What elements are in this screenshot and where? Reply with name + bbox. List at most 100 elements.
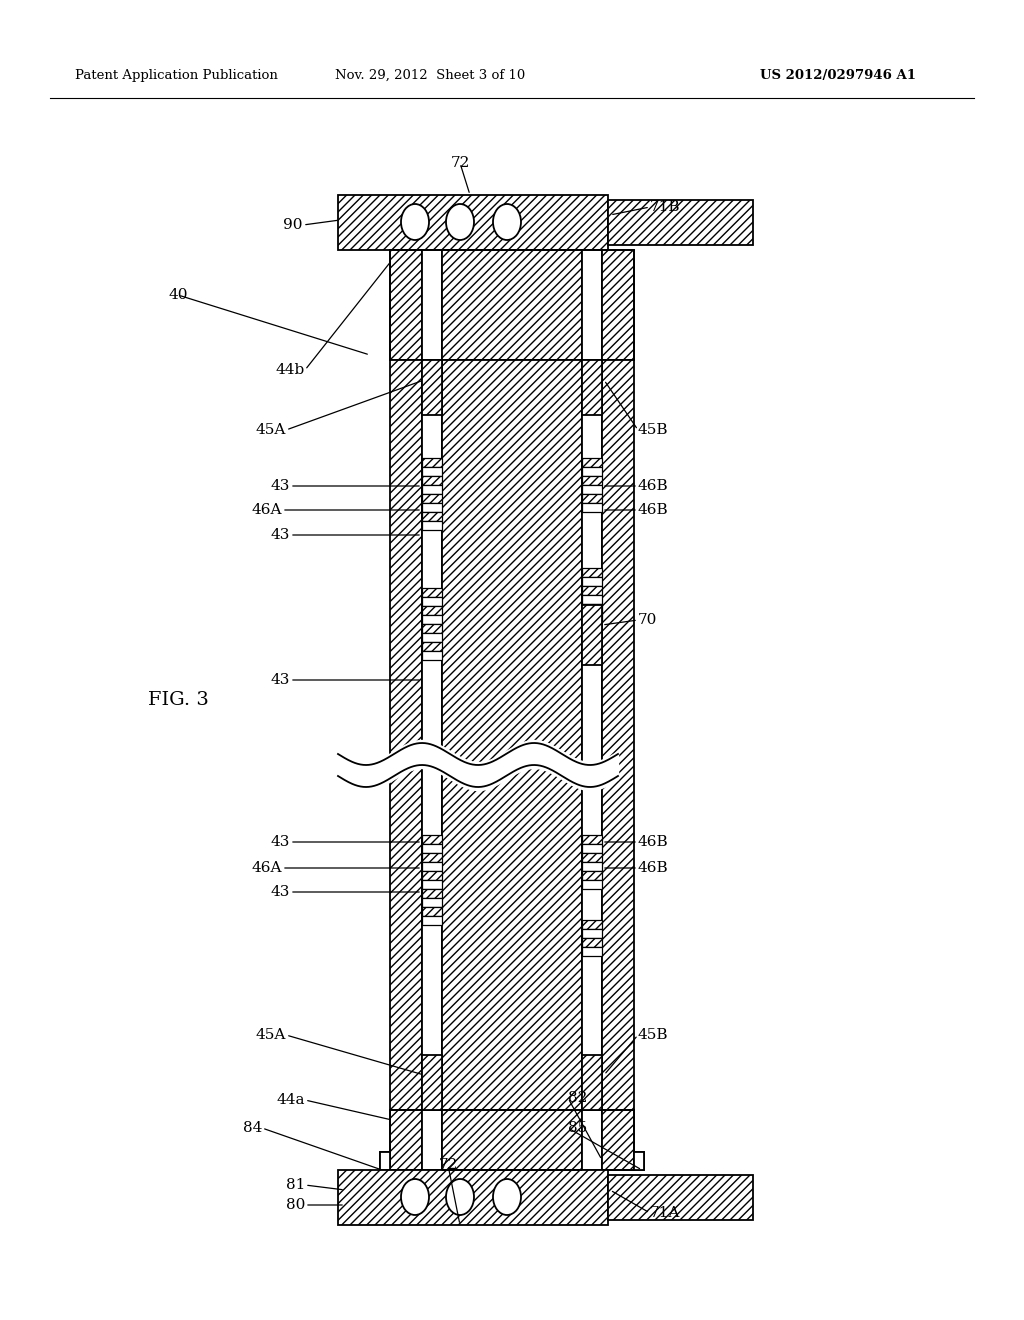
Bar	[422, 360, 442, 414]
Bar	[582, 503, 602, 512]
Text: 46A: 46A	[252, 861, 282, 875]
Bar	[582, 458, 602, 467]
Bar	[582, 360, 602, 414]
Text: 90: 90	[284, 218, 303, 232]
Bar	[582, 939, 602, 946]
Bar	[582, 853, 602, 862]
Text: Patent Application Publication: Patent Application Publication	[75, 69, 278, 82]
Bar	[422, 587, 442, 597]
Bar	[422, 624, 442, 634]
Bar	[422, 916, 442, 925]
Text: 43: 43	[270, 479, 290, 492]
Text: 85: 85	[568, 1121, 587, 1135]
Bar	[582, 605, 602, 612]
Bar	[422, 484, 442, 494]
Bar	[422, 871, 442, 880]
Bar	[422, 898, 442, 907]
Ellipse shape	[493, 205, 521, 240]
Bar	[582, 484, 602, 494]
Bar	[582, 360, 602, 1110]
Bar	[442, 360, 582, 1110]
Ellipse shape	[446, 1179, 474, 1214]
Bar	[422, 494, 442, 503]
Bar	[608, 1175, 753, 1220]
Text: 46B: 46B	[638, 479, 669, 492]
Text: FIG. 3: FIG. 3	[147, 690, 209, 709]
Text: 71B: 71B	[650, 201, 681, 214]
Bar	[582, 605, 602, 665]
Bar	[582, 612, 602, 622]
Text: 40: 40	[168, 288, 187, 302]
Text: 43: 43	[270, 528, 290, 543]
Bar	[422, 1055, 442, 1110]
Bar	[422, 458, 442, 467]
Bar	[422, 615, 442, 624]
Ellipse shape	[446, 205, 474, 240]
Bar	[422, 862, 442, 871]
Bar	[582, 929, 602, 939]
Bar	[422, 606, 442, 615]
Bar	[422, 888, 442, 898]
Text: Nov. 29, 2012  Sheet 3 of 10: Nov. 29, 2012 Sheet 3 of 10	[335, 69, 525, 82]
Text: 82: 82	[568, 1092, 588, 1105]
Text: 43: 43	[270, 884, 290, 899]
Bar	[422, 1110, 442, 1170]
Text: 70: 70	[638, 612, 657, 627]
Bar	[582, 880, 602, 888]
Bar	[582, 467, 602, 477]
Ellipse shape	[401, 205, 429, 240]
Bar	[582, 1110, 602, 1170]
Bar	[422, 597, 442, 606]
Bar	[602, 360, 634, 1110]
Bar	[422, 360, 442, 1110]
Bar	[338, 1170, 608, 1225]
Bar	[422, 503, 442, 512]
Ellipse shape	[493, 1179, 521, 1214]
Bar	[582, 494, 602, 503]
Bar	[390, 1110, 634, 1170]
Bar	[582, 577, 602, 586]
Bar	[582, 1055, 602, 1110]
Bar	[442, 249, 582, 360]
Bar	[422, 477, 442, 484]
Text: US 2012/0297946 A1: US 2012/0297946 A1	[760, 69, 916, 82]
Bar	[582, 836, 602, 843]
Bar	[390, 360, 422, 1110]
Text: 45B: 45B	[638, 1028, 669, 1041]
Text: 81: 81	[286, 1177, 305, 1192]
Bar	[422, 853, 442, 862]
Text: 45A: 45A	[256, 1028, 286, 1041]
Bar	[422, 642, 442, 651]
Bar	[390, 249, 634, 360]
Text: 44b: 44b	[275, 363, 305, 378]
Text: 45A: 45A	[256, 422, 286, 437]
Text: 46B: 46B	[638, 836, 669, 849]
Bar	[422, 249, 442, 360]
Text: 71A: 71A	[650, 1206, 680, 1220]
Text: 43: 43	[270, 673, 290, 686]
Bar	[422, 880, 442, 888]
Bar	[390, 1110, 422, 1170]
Text: 72: 72	[438, 1158, 458, 1172]
Bar	[582, 595, 602, 605]
Bar	[422, 512, 442, 521]
Bar	[582, 871, 602, 880]
Text: 84: 84	[243, 1121, 262, 1135]
Bar	[582, 249, 602, 360]
Bar	[582, 477, 602, 484]
Bar	[422, 651, 442, 660]
Bar	[602, 249, 634, 360]
Bar	[422, 634, 442, 642]
Bar	[380, 1152, 390, 1170]
Ellipse shape	[401, 1179, 429, 1214]
Bar	[582, 862, 602, 871]
Bar	[422, 843, 442, 853]
Text: 44a: 44a	[276, 1093, 305, 1107]
Bar	[582, 586, 602, 595]
Text: 46B: 46B	[638, 861, 669, 875]
Bar	[582, 568, 602, 577]
Bar	[422, 907, 442, 916]
Bar	[634, 1152, 644, 1170]
Bar	[602, 1110, 634, 1170]
Bar	[582, 920, 602, 929]
